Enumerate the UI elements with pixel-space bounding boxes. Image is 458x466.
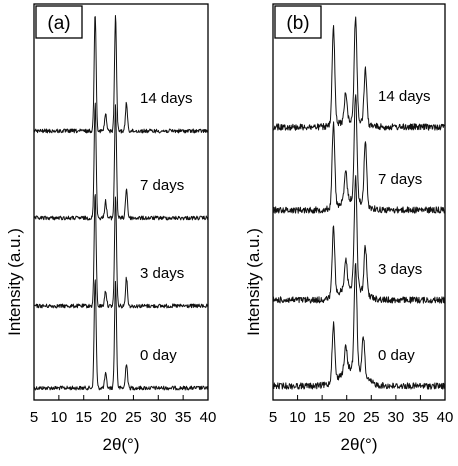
y-axis-title: Intensity (a.u.) <box>244 228 263 336</box>
series-label: 0 day <box>140 347 177 364</box>
xrd-series-trace <box>272 16 445 131</box>
x-tick-label: 40 <box>437 409 454 426</box>
x-tick-label: 25 <box>363 409 380 426</box>
xrd-series-trace <box>33 194 209 309</box>
xrd-series-trace <box>33 279 209 391</box>
panel-label-box <box>35 5 83 39</box>
series-label: 7 days <box>378 171 422 188</box>
xrd-series-trace <box>272 175 446 304</box>
x-tick-label: 20 <box>338 409 355 426</box>
series-label: 14 days <box>140 90 193 107</box>
x-tick-label: 30 <box>150 409 167 426</box>
x-axis-title: 2θ(°) <box>340 435 377 454</box>
x-tick-label: 15 <box>314 409 331 426</box>
panel-frame <box>272 3 446 401</box>
x-tick-label: 40 <box>200 409 217 426</box>
xrd-series-trace <box>33 102 209 221</box>
x-tick-label: 5 <box>269 409 277 426</box>
series-label: 3 days <box>378 261 422 278</box>
panel-label: (a) <box>47 13 70 34</box>
xrd-series-trace <box>272 262 446 390</box>
x-tick-label: 35 <box>175 409 192 426</box>
panel-label-box <box>274 5 322 39</box>
xrd-series-trace <box>33 14 209 134</box>
x-axis-title: 2θ(°) <box>102 435 139 454</box>
x-tick-label: 15 <box>75 409 92 426</box>
x-tick-label: 25 <box>125 409 142 426</box>
x-tick-label: 30 <box>388 409 405 426</box>
panel-frame <box>33 3 209 401</box>
x-tick-label: 10 <box>289 409 306 426</box>
x-tick-label: 10 <box>51 409 68 426</box>
series-label: 7 days <box>140 177 184 194</box>
series-label: 14 days <box>378 88 431 105</box>
xrd-series-trace <box>272 94 446 214</box>
x-tick-label: 20 <box>100 409 117 426</box>
y-axis-title: Intensity (a.u.) <box>5 228 24 336</box>
series-label: 0 day <box>378 347 415 364</box>
x-tick-label: 5 <box>30 409 38 426</box>
panel-label: (b) <box>286 13 309 34</box>
x-tick-label: 35 <box>412 409 429 426</box>
series-label: 3 days <box>140 265 184 282</box>
